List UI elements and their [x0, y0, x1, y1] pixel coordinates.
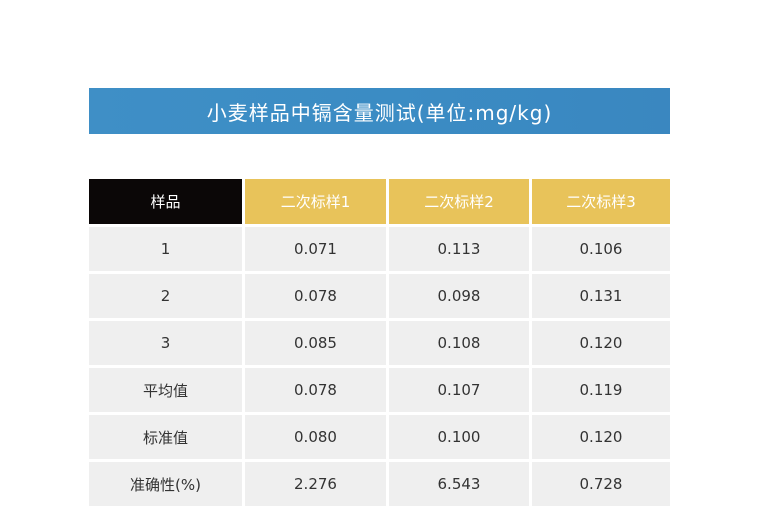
table-cell: 0.108: [389, 321, 529, 365]
table-cell: 0.080: [245, 415, 386, 459]
table-cell: 0.071: [245, 227, 386, 271]
table-cell: 2.276: [245, 462, 386, 506]
cadmium-table: 样品 二次标样1 二次标样2 二次标样3 1 0.071 0.113 0.106 2 0.…: [86, 176, 673, 509]
table-row: 2 0.078 0.098 0.131: [89, 274, 670, 318]
table-row: 1 0.071 0.113 0.106: [89, 227, 670, 271]
table-cell: 0.131: [532, 274, 670, 318]
table-cell: 0.728: [532, 462, 670, 506]
table-cell: 0.078: [245, 368, 386, 412]
table-cell: 0.078: [245, 274, 386, 318]
table-cell: 6.543: [389, 462, 529, 506]
table-cell: 0.120: [532, 321, 670, 365]
header-standard-2: 二次标样2: [389, 179, 529, 224]
header-row: 样品 二次标样1 二次标样2 二次标样3: [89, 179, 670, 224]
table-row: 准确性(%) 2.276 6.543 0.728: [89, 462, 670, 506]
row-label: 平均值: [89, 368, 242, 412]
page-title: 小麦样品中镉含量测试(单位:mg/kg): [206, 100, 553, 125]
row-label: 标准值: [89, 415, 242, 459]
table-cell: 0.098: [389, 274, 529, 318]
table-cell: 0.107: [389, 368, 529, 412]
table-cell: 0.106: [532, 227, 670, 271]
row-label: 3: [89, 321, 242, 365]
table-cell: 0.120: [532, 415, 670, 459]
header-standard-1: 二次标样1: [245, 179, 386, 224]
table-row: 3 0.085 0.108 0.120: [89, 321, 670, 365]
table-cell: 0.085: [245, 321, 386, 365]
table-cell: 0.113: [389, 227, 529, 271]
table-row: 平均值 0.078 0.107 0.119: [89, 368, 670, 412]
table-cell: 0.119: [532, 368, 670, 412]
table-row: 标准值 0.080 0.100 0.120: [89, 415, 670, 459]
header-standard-3: 二次标样3: [532, 179, 670, 224]
header-sample: 样品: [89, 179, 242, 224]
title-banner: 小麦样品中镉含量测试(单位:mg/kg): [89, 88, 670, 134]
row-label: 1: [89, 227, 242, 271]
row-label: 准确性(%): [89, 462, 242, 506]
row-label: 2: [89, 274, 242, 318]
table-cell: 0.100: [389, 415, 529, 459]
